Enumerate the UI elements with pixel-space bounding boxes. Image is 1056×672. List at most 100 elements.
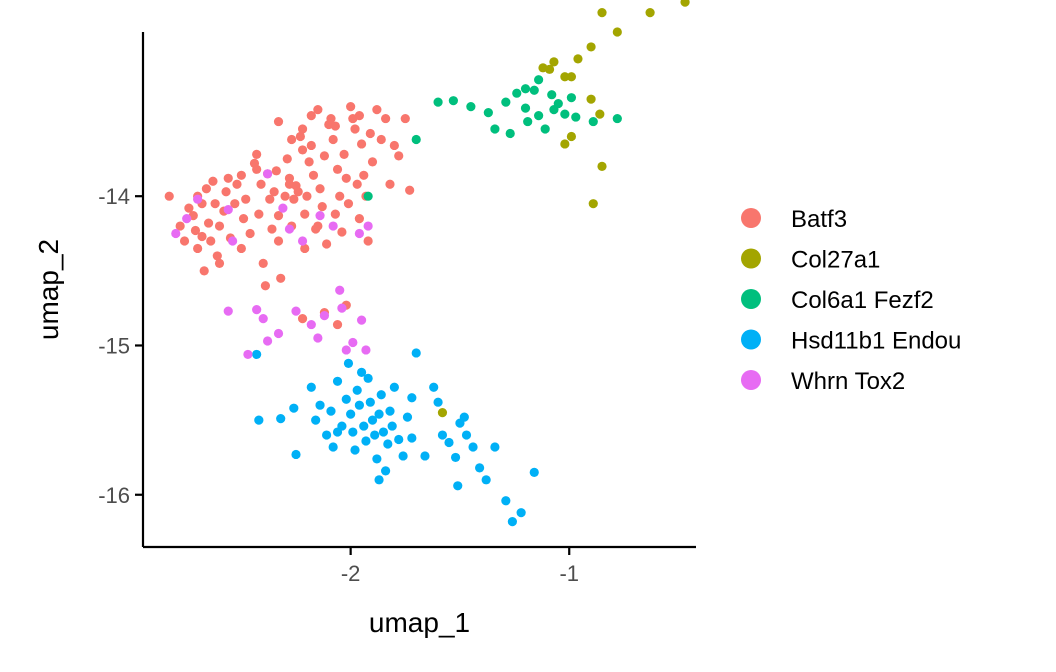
data-point	[319, 151, 330, 161]
data-point	[315, 184, 325, 194]
data-point	[335, 191, 345, 201]
data-point	[297, 145, 308, 155]
data-point	[164, 191, 174, 201]
data-point	[547, 90, 557, 100]
data-point	[367, 157, 378, 167]
data-point	[566, 72, 577, 82]
data-point	[394, 151, 404, 161]
data-point	[378, 427, 389, 437]
data-point	[256, 179, 266, 189]
data-point	[184, 203, 194, 213]
data-point	[258, 258, 268, 268]
data-point	[236, 243, 246, 254]
data-point	[287, 134, 297, 145]
data-point	[252, 305, 262, 315]
data-point	[252, 149, 262, 160]
series-batf3	[164, 102, 415, 330]
data-point	[534, 75, 544, 85]
data-point	[300, 243, 310, 254]
data-point	[337, 227, 347, 237]
data-point	[381, 466, 391, 476]
data-point	[306, 140, 316, 151]
data-point	[359, 170, 369, 180]
data-point	[241, 194, 251, 204]
data-point	[407, 433, 417, 443]
data-point	[199, 266, 209, 276]
data-point	[507, 517, 517, 527]
data-point	[254, 209, 264, 219]
data-point	[245, 228, 255, 239]
y-tick-label: -15	[98, 333, 130, 358]
legend-label: Hsd11b1 Endou	[791, 328, 961, 355]
data-point	[394, 434, 404, 445]
data-point	[243, 349, 253, 360]
data-point	[236, 170, 246, 180]
y-tick-label: -16	[98, 483, 130, 508]
data-point	[223, 205, 233, 215]
data-point	[571, 112, 581, 122]
data-point	[223, 173, 233, 183]
data-point	[520, 103, 531, 113]
data-point	[273, 211, 284, 221]
data-point	[317, 202, 327, 212]
data-point	[306, 382, 316, 392]
data-point	[534, 110, 544, 121]
data-point	[680, 0, 690, 7]
data-point	[461, 430, 472, 440]
data-point	[490, 124, 500, 134]
data-point	[389, 140, 399, 151]
data-point	[273, 116, 284, 127]
data-point	[529, 85, 539, 95]
data-point	[586, 42, 596, 52]
data-point	[343, 358, 354, 368]
data-point	[523, 116, 533, 127]
x-axis-title: umap_1	[369, 607, 470, 638]
data-point	[468, 442, 478, 452]
data-point	[313, 221, 323, 231]
series-hsd11b1-endou	[252, 348, 539, 527]
data-point	[311, 415, 321, 425]
data-point	[332, 427, 343, 437]
data-point	[597, 161, 607, 171]
data-point	[322, 239, 332, 249]
data-point	[269, 187, 279, 197]
data-point	[341, 345, 351, 355]
data-point	[405, 185, 415, 195]
data-point	[297, 124, 308, 134]
data-point	[385, 406, 395, 416]
data-point	[315, 211, 325, 221]
data-point	[387, 421, 397, 431]
ticks: -2 -1 -14 -15 -16	[98, 184, 579, 586]
data-point	[433, 397, 443, 407]
data-point	[560, 109, 570, 119]
data-point	[341, 173, 351, 183]
data-point	[501, 496, 511, 506]
data-point	[190, 225, 201, 236]
x-tick-label: -1	[559, 561, 579, 586]
data-point	[276, 414, 286, 424]
data-point	[407, 393, 417, 403]
data-point	[232, 179, 242, 189]
legend-label: Col27a1	[791, 247, 880, 274]
data-point	[433, 97, 443, 107]
data-point	[402, 412, 413, 422]
data-point	[306, 110, 316, 121]
data-point	[238, 213, 249, 224]
data-point	[549, 57, 559, 67]
data-point	[346, 409, 356, 419]
data-point	[262, 169, 273, 179]
data-point	[193, 194, 203, 204]
data-point	[612, 27, 622, 37]
data-point	[295, 131, 305, 142]
data-point	[315, 400, 325, 410]
data-point	[308, 170, 319, 180]
data-point	[291, 306, 301, 316]
data-point	[262, 336, 273, 346]
data-point	[193, 243, 203, 254]
data-point	[254, 415, 264, 425]
data-point	[228, 236, 238, 246]
data-point	[330, 121, 340, 131]
data-point	[182, 213, 192, 224]
legend-label: Batf3	[791, 206, 847, 233]
data-point	[341, 394, 351, 404]
